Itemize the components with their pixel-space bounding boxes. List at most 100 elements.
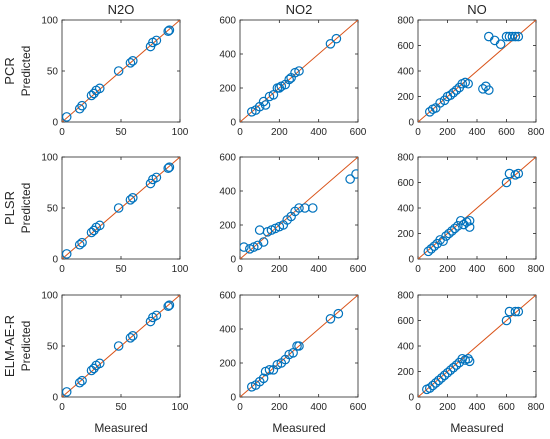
data-point — [325, 313, 336, 324]
y-tick-label: 0 — [52, 118, 58, 129]
identity-line — [62, 295, 180, 397]
data-point — [151, 172, 162, 183]
x-tick-label: 0 — [237, 127, 243, 138]
data-point — [89, 225, 99, 236]
column-title-no: NO — [467, 2, 487, 17]
data-point — [451, 360, 462, 370]
x-tick-label: 600 — [498, 264, 515, 275]
data-point — [464, 356, 475, 367]
plot-area — [240, 295, 358, 397]
data-point — [426, 244, 437, 254]
subplot-plsr-no2: 0 200 400 600 0 200 400 600 — [219, 153, 366, 276]
data-point — [453, 221, 463, 231]
data-point — [448, 87, 459, 98]
x-tick-label: 400 — [469, 264, 486, 275]
data-point — [94, 358, 105, 369]
x-tick-label: 0 — [237, 402, 243, 413]
data-point — [448, 362, 459, 373]
data-point — [164, 25, 175, 35]
x-tick-label: 50 — [115, 264, 127, 275]
column-title-no2: NO2 — [286, 2, 313, 17]
x-tick-label: 600 — [350, 127, 367, 138]
plot-area — [240, 20, 358, 122]
data-point — [501, 315, 512, 326]
data-point — [510, 31, 521, 42]
data-point — [74, 239, 85, 250]
y-tick-label: 200 — [397, 92, 414, 103]
x-tick-label: 400 — [310, 402, 327, 413]
y-tick-label: 400 — [397, 342, 414, 353]
data-point — [125, 195, 136, 205]
y-tick-label: 0 — [230, 118, 236, 129]
y-tick-label: 400 — [219, 50, 236, 61]
data-point — [436, 373, 447, 383]
y-tick-label: 50 — [47, 67, 59, 78]
data-point — [86, 227, 97, 238]
x-tick-label: 800 — [528, 264, 545, 275]
data-point — [495, 39, 506, 50]
x-tick-label: 50 — [115, 402, 127, 413]
x-tick-label: 0 — [59, 264, 65, 275]
y-tick-label: 0 — [230, 255, 236, 266]
data-point — [164, 300, 175, 310]
x-tick-label: 400 — [469, 402, 486, 413]
data-point — [151, 310, 162, 321]
data-point — [264, 364, 275, 375]
data-point — [284, 74, 294, 85]
y-tick-label: 200 — [397, 367, 414, 378]
y-tick-label: 0 — [408, 118, 414, 129]
data-point — [294, 203, 304, 213]
data-point — [501, 177, 512, 188]
plot-area — [62, 20, 180, 122]
subplot-elm-ae-r-n2o: 0 50 100 0 50 100 — [41, 291, 188, 414]
y-tick-label: 50 — [47, 342, 59, 353]
y-tick-label: 200 — [219, 84, 236, 95]
x-tick-label: 600 — [350, 402, 367, 413]
y-tick-label: 600 — [397, 178, 414, 189]
subplot-plsr-no: 0 200 400 600 800 0 200 400 600 800 — [397, 153, 544, 276]
data-point — [513, 306, 524, 317]
x-tick-label: 0 — [415, 402, 421, 413]
data-point — [258, 237, 269, 247]
subplot-grid: 0 50 100 0 50 100 0 200 400 600 0 200 400 600 0 200 400 6… — [41, 16, 544, 414]
y-tick-label: 800 — [397, 291, 414, 302]
data-point — [444, 228, 454, 239]
y-tick-label: 400 — [397, 204, 414, 215]
identity-line — [418, 157, 536, 259]
row-title-pcr: PCR — [2, 57, 17, 84]
column-title-n2o: N2O — [108, 2, 135, 17]
data-point — [89, 363, 99, 374]
data-point — [294, 341, 304, 351]
data-point — [345, 174, 355, 184]
subplot-elm-ae-r-no2: 0 200 400 600 0 200 400 600 — [219, 291, 366, 414]
y-tick-label: 400 — [397, 67, 414, 78]
y-tick-label: 100 — [41, 16, 58, 27]
data-point — [463, 78, 473, 89]
y-tick-label: 600 — [219, 16, 236, 27]
data-point — [478, 84, 488, 94]
subplot-plsr-n2o: 0 50 100 0 50 100 — [41, 153, 188, 276]
x-tick-label: 50 — [115, 127, 127, 138]
x-tick-label: 100 — [172, 127, 189, 138]
data-point — [163, 163, 173, 174]
data-point — [86, 365, 97, 376]
y-tick-label: 50 — [47, 204, 59, 215]
plot-area — [240, 157, 358, 259]
data-point — [164, 162, 175, 172]
x-tick-label: 0 — [59, 402, 65, 413]
plot-area — [62, 295, 180, 397]
x-tick-label: 100 — [172, 402, 189, 413]
data-point — [439, 370, 450, 381]
y-tick-label: 0 — [230, 393, 236, 404]
subplot-elm-ae-r-no: 0 200 400 600 800 0 200 400 600 800 — [397, 291, 544, 414]
y-tick-label: 800 — [397, 16, 414, 27]
data-point — [77, 100, 87, 111]
y-tick-label: 600 — [219, 291, 236, 302]
data-point — [424, 383, 435, 393]
data-point — [427, 380, 438, 391]
data-point — [331, 33, 342, 44]
subplot-pcr-no: 0 200 400 600 800 0 200 400 600 800 — [397, 16, 544, 139]
x-axis-label: Measured — [450, 421, 503, 435]
x-tick-label: 600 — [350, 264, 367, 275]
data-point — [151, 35, 162, 46]
